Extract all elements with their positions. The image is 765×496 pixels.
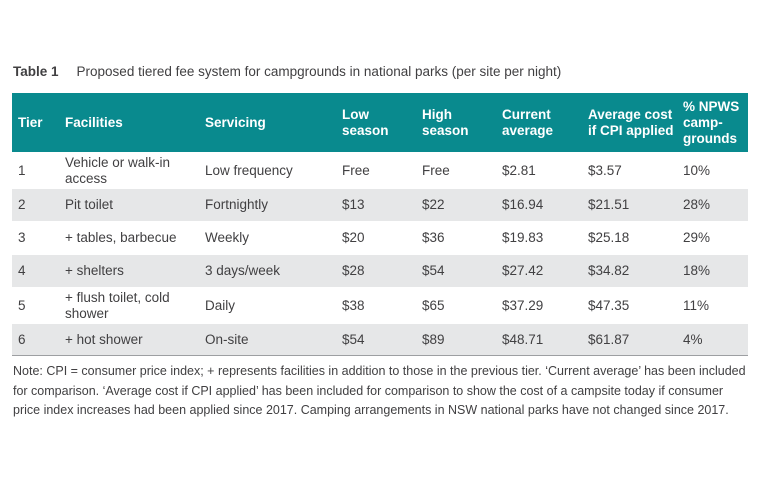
cell-npws-percent: 28% [677,188,748,222]
cell-current-average: $48.71 [496,323,582,356]
cell-tier: 2 [12,188,59,222]
cell-facilities: Vehicle or walk-in access [59,152,199,189]
cell-high-season: $65 [416,287,496,324]
cell-servicing: 3 days/week [199,254,336,288]
table-row: 2 Pit toilet Fortnightly $13 $22 $16.94 … [12,188,748,222]
cell-low-season: Free [336,152,416,189]
col-header-servicing: Servicing [199,93,336,153]
cell-facilities: Pit toilet [59,188,199,222]
cell-low-season: $13 [336,188,416,222]
table-row: 1 Vehicle or walk-in access Low frequenc… [12,152,748,189]
cell-high-season: $22 [416,188,496,222]
cell-high-season: $54 [416,254,496,288]
table-caption: Table 1 Proposed tiered fee system for ca… [13,64,561,79]
fee-table: Tier Facilities Servicing Low season Hig… [12,93,748,356]
cell-servicing: Low frequency [199,152,336,189]
table-note: Note: CPI = consumer price index; + repr… [13,364,746,417]
cell-cpi-cost: $3.57 [582,152,677,189]
cell-tier: 1 [12,152,59,189]
cell-high-season: $89 [416,323,496,356]
cell-current-average: $16.94 [496,188,582,222]
cell-npws-percent: 18% [677,254,748,288]
cell-cpi-cost: $61.87 [582,323,677,356]
cell-tier: 6 [12,323,59,356]
cell-facilities: + shelters [59,254,199,288]
col-header-current-average: Current average [496,93,582,153]
cell-tier: 4 [12,254,59,288]
cell-facilities: + tables, barbecue [59,221,199,255]
col-header-facilities: Facilities [59,93,199,153]
cell-facilities: + hot shower [59,323,199,356]
col-header-npws-campgrounds: % NPWS camp-grounds [677,93,748,153]
cell-cpi-cost: $34.82 [582,254,677,288]
cell-current-average: $37.29 [496,287,582,324]
cell-npws-percent: 4% [677,323,748,356]
cell-servicing: Fortnightly [199,188,336,222]
col-header-cpi-cost: Average cost if CPI applied [582,93,677,153]
col-header-high-season: High season [416,93,496,153]
cell-current-average: $2.81 [496,152,582,189]
table-caption-text: Proposed tiered fee system for campgroun… [76,64,562,79]
cell-tier: 3 [12,221,59,255]
cell-servicing: Weekly [199,221,336,255]
cell-low-season: $20 [336,221,416,255]
cell-current-average: $19.83 [496,221,582,255]
cell-current-average: $27.42 [496,254,582,288]
cell-tier: 5 [12,287,59,324]
table-row: 3 + tables, barbecue Weekly $20 $36 $19.… [12,221,748,255]
cell-npws-percent: 11% [677,287,748,324]
cell-npws-percent: 29% [677,221,748,255]
cell-high-season: Free [416,152,496,189]
cell-cpi-cost: $25.18 [582,221,677,255]
cell-npws-percent: 10% [677,152,748,189]
cell-low-season: $54 [336,323,416,356]
table-row: 5 + flush toilet, cold shower Daily $38 … [12,287,748,324]
cell-high-season: $36 [416,221,496,255]
cell-facilities: + flush toilet, cold shower [59,287,199,324]
table-header-row: Tier Facilities Servicing Low season Hig… [12,93,748,153]
cell-servicing: Daily [199,287,336,324]
cell-cpi-cost: $47.35 [582,287,677,324]
col-header-tier: Tier [12,93,59,153]
cell-cpi-cost: $21.51 [582,188,677,222]
table-row: 6 + hot shower On-site $54 $89 $48.71 $6… [12,323,748,356]
table-row: 4 + shelters 3 days/week $28 $54 $27.42 … [12,254,748,288]
table-caption-label: Table 1 [13,64,59,79]
col-header-low-season: Low season [336,93,416,153]
cell-servicing: On-site [199,323,336,356]
cell-low-season: $28 [336,254,416,288]
cell-low-season: $38 [336,287,416,324]
